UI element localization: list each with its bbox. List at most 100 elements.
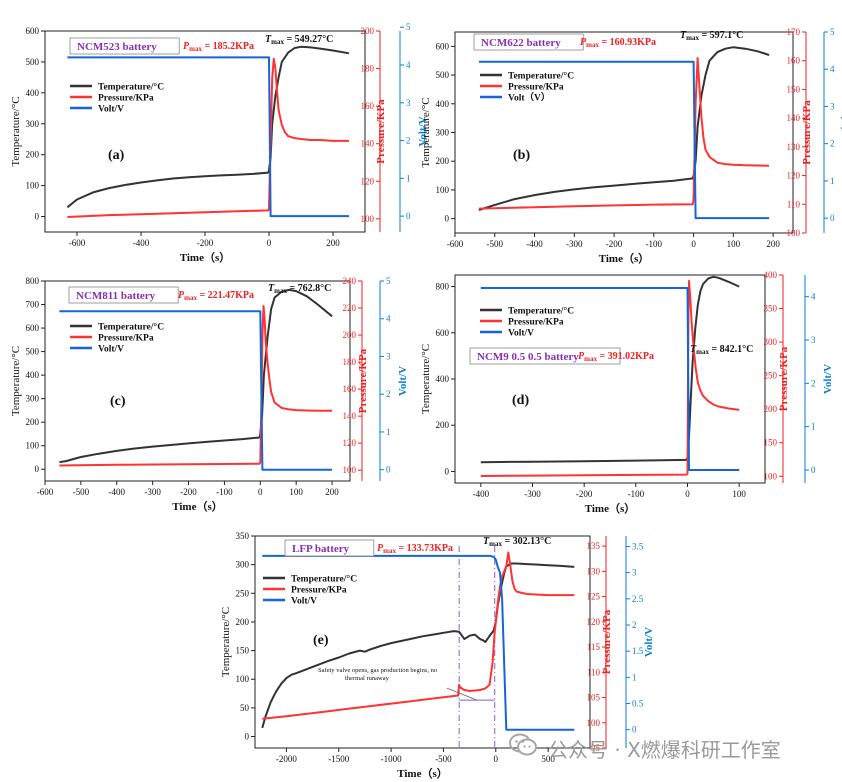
y-left-tick-label: 400	[26, 88, 40, 98]
y-left-tick-label: 0	[445, 214, 450, 224]
legend-entry: Volt/V	[508, 329, 534, 339]
y-pressure-tick-label: 200	[764, 404, 778, 414]
tmax-label: Tmax = 762.8°C	[268, 283, 331, 295]
y-pressure-tick-label: 125	[587, 592, 601, 602]
y-volt-tick-label: 0	[386, 465, 391, 475]
legend-entry: Pressure/KPa	[508, 318, 564, 328]
x-tick-label: 0	[494, 754, 499, 764]
x-tick-label: -2000	[276, 754, 297, 764]
y-pressure-tick-label: 115	[587, 642, 601, 652]
x-tick-label: 200	[325, 487, 339, 497]
x-axis-label: Time（s）	[599, 252, 650, 265]
plot-frame	[44, 280, 351, 482]
y-pressure-tick-label: 220	[343, 303, 357, 313]
y-volt-tick-label: 0	[830, 213, 835, 223]
x-tick-label: -100	[628, 489, 645, 499]
y-pressure-tick-label: 110	[787, 199, 801, 209]
legend-entry: Volt/V	[98, 105, 124, 115]
series-line-right2	[67, 56, 349, 218]
legend-entry: Pressure/KPa	[508, 83, 564, 93]
y-volt-tick-label: 2	[386, 389, 391, 399]
x-tick-label: 0	[267, 238, 272, 248]
y-volt-tick-label: 4	[811, 292, 816, 302]
y-left-tick-label: 200	[26, 417, 40, 427]
legend-entry: Volt/V	[291, 597, 317, 607]
pmax-label: Pmax = 160.93KPa	[580, 37, 656, 49]
x-tick-label: -600	[37, 487, 54, 497]
y-volt-tick-label: 2	[406, 136, 411, 146]
y-volt-tick-label: 4	[406, 60, 411, 70]
y-left-tick-label: 300	[26, 119, 40, 129]
y-volt-tick-label: 5	[406, 22, 411, 32]
y-pressure-tick-label: 160	[343, 384, 357, 394]
y-left-axis-label: Temperature/°C	[220, 607, 232, 677]
y-volt-tick-label: 3	[830, 101, 835, 111]
y-pressure-tick-label: 200	[343, 330, 357, 340]
y-volt-tick-label: 2	[830, 139, 835, 149]
x-axis-label: Time（s）	[172, 500, 223, 513]
pmax-label: Pmax = 133.73KPa	[377, 543, 453, 555]
pmax-label: Pmax = 391.02KPa	[578, 351, 654, 363]
y-pressure-tick-label: 135	[587, 541, 601, 551]
battery-title-box	[68, 286, 179, 304]
pmax-label: Pmax = 221.47KPa	[178, 290, 254, 302]
panel-label: (d)	[512, 393, 529, 408]
y-pressure-tick-label: 300	[764, 337, 778, 347]
series-line-right2	[480, 287, 740, 471]
annotation-pointer	[446, 687, 478, 701]
y-pressure-tick-label: 130	[787, 142, 801, 152]
y-pressure-tick-label: 170	[787, 27, 801, 37]
y-left-tick-label: 400	[26, 370, 40, 380]
tmax-label: Tmax = 549.27°C	[265, 34, 333, 46]
wechat-icon	[508, 732, 538, 758]
x-tick-label: 0	[691, 239, 696, 249]
x-tick-label: 200	[766, 239, 780, 249]
x-tick-label: -1500	[328, 754, 349, 764]
y-left-tick-label: 100	[236, 674, 250, 684]
x-axis-label: Time（s）	[397, 767, 448, 780]
x-tick-label: -1000	[381, 754, 402, 764]
y-left-axis-label: Temperature/°C	[420, 344, 432, 414]
x-tick-label: -500	[487, 239, 504, 249]
y-left-tick-label: 700	[26, 300, 40, 310]
battery-title-box	[284, 539, 375, 557]
x-tick-label: -100	[216, 487, 233, 497]
y-pressure-tick-label: 150	[787, 84, 801, 94]
pmax-label: Pmax = 185.2KPa	[183, 41, 254, 53]
y-pressure-tick-label: 120	[587, 617, 601, 627]
y-volt-tick-label: 3	[811, 335, 816, 345]
y-volt-tick-label: 1	[632, 672, 637, 682]
y-pressure-tick-label: 100	[587, 718, 601, 728]
y-left-tick-label: 100	[26, 181, 40, 191]
y-pressure-tick-label: 150	[764, 438, 778, 448]
y-volt-axis-label: Volt/V	[822, 364, 834, 394]
battery-title-box	[469, 347, 621, 365]
x-tick-label: 500	[541, 754, 555, 764]
y-left-tick-label: 300	[26, 394, 40, 404]
y-volt-tick-label: 3.5	[632, 541, 644, 551]
y-volt-tick-label: 5	[386, 276, 391, 286]
y-pressure-tick-label: 200	[361, 26, 375, 36]
y-pressure-axis-label: Pressure/KPa	[375, 99, 387, 164]
y-left-tick-label: 500	[26, 57, 40, 67]
x-axis-label: Time（s）	[585, 502, 636, 515]
tmax-label: Tmax = 597.1°C	[680, 30, 743, 42]
battery-title: NCM622 battery	[481, 37, 561, 49]
y-pressure-tick-label: 140	[787, 113, 801, 123]
y-volt-tick-label: 0	[406, 211, 411, 221]
y-left-tick-label: 0	[35, 464, 40, 474]
chart-panel-e: -2000 -1500 -1000 -500 0 500 Time（s） 0 50 100 150 2…	[220, 531, 655, 780]
chart-panel-d: -400 -300 -200 -100 0 100 Time（s） 0 200 400 600 800…	[420, 270, 834, 515]
y-volt-tick-label: 2.5	[632, 594, 644, 604]
x-tick-label: -300	[144, 487, 161, 497]
chart-panel-a: -600 -400 -200 0 200 Time（s） 0 100 200 300 400 500 6…	[10, 22, 429, 264]
x-tick-label: -200	[606, 239, 623, 249]
x-tick-label: 100	[732, 489, 746, 499]
series-line-right1	[67, 57, 349, 218]
y-left-tick-label: 0	[445, 466, 450, 476]
x-tick-label: 100	[289, 487, 303, 497]
y-left-tick-label: 200	[236, 617, 250, 627]
x-tick-label: 0	[685, 489, 690, 499]
y-pressure-tick-label: 110	[587, 667, 601, 677]
